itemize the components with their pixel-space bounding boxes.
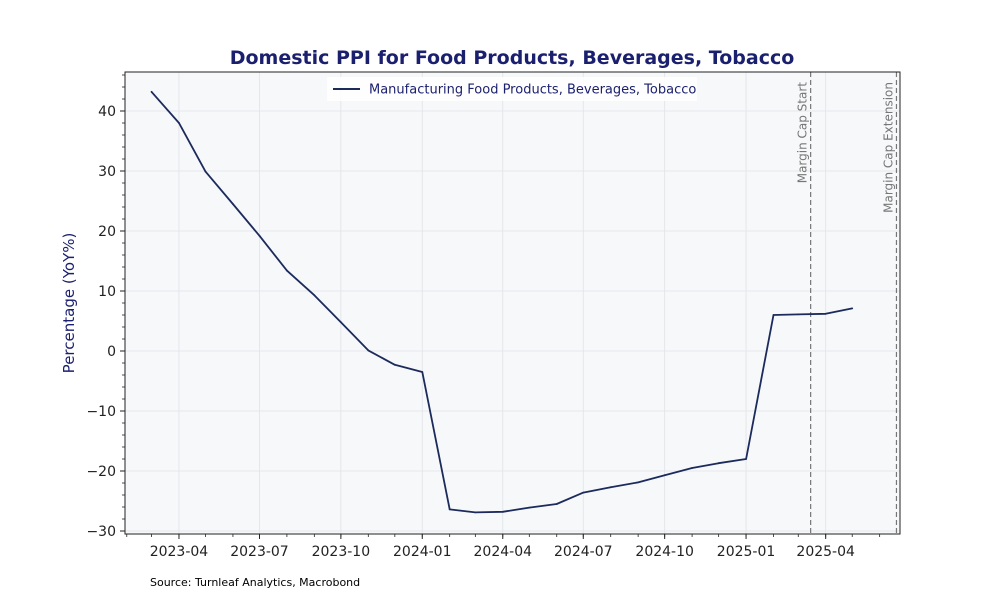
x-tick-label: 2023-04 bbox=[150, 544, 209, 560]
data-point bbox=[178, 122, 180, 124]
data-point bbox=[772, 314, 775, 316]
data-point bbox=[609, 486, 612, 489]
data-point bbox=[204, 170, 207, 173]
legend: Manufacturing Food Products, Beverages, … bbox=[327, 77, 697, 101]
data-point bbox=[150, 90, 153, 93]
data-point bbox=[393, 363, 396, 366]
x-tick-label: 2023-07 bbox=[230, 544, 289, 560]
x-tick-label: 2023-10 bbox=[312, 544, 371, 560]
data-point bbox=[663, 474, 666, 477]
data-point bbox=[501, 510, 504, 513]
x-tick-label: 2024-10 bbox=[635, 544, 694, 560]
data-point bbox=[258, 234, 261, 237]
y-tick-label: −30 bbox=[86, 524, 116, 540]
data-point bbox=[232, 203, 234, 205]
data-point bbox=[421, 371, 424, 373]
x-tick-label: 2025-01 bbox=[717, 544, 776, 560]
data-point bbox=[286, 269, 288, 272]
plot-area bbox=[125, 72, 900, 534]
x-tick-label: 2024-04 bbox=[474, 544, 533, 560]
data-point bbox=[824, 312, 827, 315]
series-lines bbox=[150, 90, 854, 514]
data-point bbox=[851, 307, 854, 310]
data-point bbox=[313, 294, 316, 297]
data-point bbox=[797, 313, 800, 316]
axis-ticks: −30 −20 −10 0 10 20 30 40 2023-04 2023-07 2023-10 2… bbox=[86, 74, 881, 560]
data-point bbox=[339, 321, 342, 324]
chart-title: Domestic PPI for Food Products, Beverage… bbox=[230, 47, 795, 69]
reference-line-label: Margin Cap Extension bbox=[881, 82, 895, 213]
y-axis-label: Percentage (YoY%) bbox=[60, 233, 78, 374]
data-point bbox=[448, 508, 451, 511]
y-tick-label: 10 bbox=[98, 284, 116, 300]
y-tick-label: −20 bbox=[86, 464, 116, 480]
grid-lines bbox=[125, 72, 900, 534]
data-point bbox=[528, 506, 531, 509]
legend-box bbox=[327, 77, 697, 101]
data-point bbox=[745, 458, 747, 460]
data-point bbox=[555, 503, 558, 505]
data-point bbox=[691, 467, 693, 469]
y-tick-label: 40 bbox=[98, 104, 116, 120]
y-tick-label: −10 bbox=[86, 404, 116, 420]
x-tick-label: 2025-04 bbox=[796, 544, 855, 560]
data-point bbox=[367, 349, 370, 352]
source-note: Source: Turnleaf Analytics, Macrobond bbox=[150, 576, 361, 589]
data-point bbox=[474, 511, 477, 514]
data-point bbox=[717, 462, 720, 465]
data-point bbox=[582, 491, 585, 494]
x-tick-label: 2024-01 bbox=[393, 544, 452, 560]
legend-entry: Manufacturing Food Products, Beverages, … bbox=[369, 83, 696, 98]
reference-lines: Margin Cap Start Margin Cap Extension bbox=[796, 72, 898, 534]
y-tick-label: 30 bbox=[98, 164, 116, 180]
reference-line-label: Margin Cap Start bbox=[796, 82, 810, 184]
y-tick-label: 0 bbox=[107, 344, 116, 360]
x-tick-label: 2024-07 bbox=[554, 544, 613, 560]
y-tick-label: 20 bbox=[98, 224, 116, 240]
data-point bbox=[637, 481, 640, 484]
